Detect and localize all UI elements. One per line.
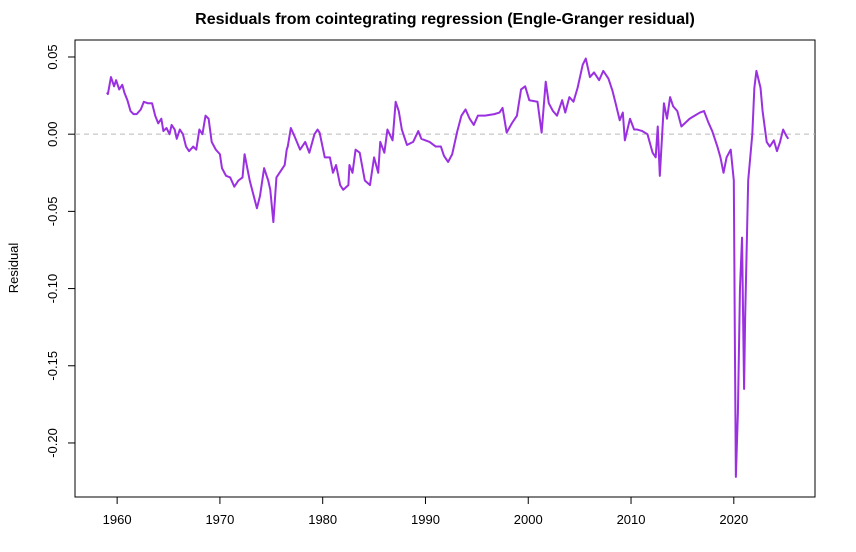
y-tick-label: 0.00 bbox=[45, 122, 60, 147]
y-tick-label: -0.05 bbox=[45, 197, 60, 227]
x-tick-label: 1970 bbox=[205, 512, 234, 527]
chart-title: Residuals from cointegrating regression … bbox=[195, 11, 695, 28]
x-tick-label: 1990 bbox=[411, 512, 440, 527]
x-tick-label: 2010 bbox=[617, 512, 646, 527]
x-tick-label: 1980 bbox=[308, 512, 337, 527]
x-tick-label: 2000 bbox=[514, 512, 543, 527]
y-tick-label: -0.10 bbox=[45, 274, 60, 304]
y-tick-label: -0.20 bbox=[45, 428, 60, 458]
y-tick-label: 0.05 bbox=[45, 44, 60, 69]
y-axis-label: Residual bbox=[6, 243, 21, 294]
residual-line bbox=[106, 57, 790, 478]
plot-frame bbox=[74, 39, 816, 498]
y-tick-label: -0.15 bbox=[45, 351, 60, 381]
x-tick-label: 2020 bbox=[719, 512, 748, 527]
x-tick-label: 1960 bbox=[103, 512, 132, 527]
